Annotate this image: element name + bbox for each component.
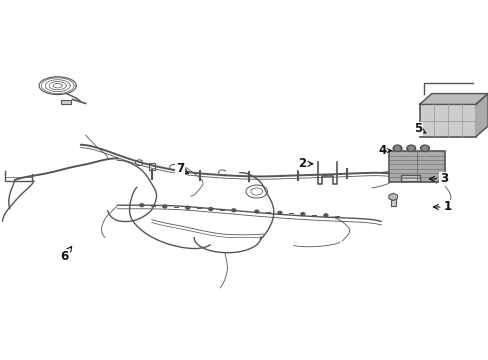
Circle shape	[406, 145, 415, 152]
Text: 3: 3	[428, 172, 447, 185]
Circle shape	[392, 145, 401, 152]
Circle shape	[185, 206, 189, 209]
Bar	[61, 100, 71, 104]
Bar	[390, 198, 395, 206]
Text: 7: 7	[176, 162, 188, 175]
Circle shape	[163, 205, 166, 208]
Circle shape	[420, 145, 428, 152]
Polygon shape	[419, 94, 487, 104]
Circle shape	[408, 147, 413, 150]
Text: 4: 4	[378, 144, 390, 157]
Text: 6: 6	[61, 247, 72, 263]
Text: 5: 5	[413, 122, 425, 135]
Bar	[388, 151, 444, 182]
Bar	[419, 104, 475, 137]
Circle shape	[300, 213, 304, 216]
Circle shape	[323, 214, 327, 217]
Circle shape	[254, 210, 258, 213]
Circle shape	[277, 211, 281, 214]
Circle shape	[140, 204, 143, 207]
Polygon shape	[475, 94, 487, 137]
Circle shape	[422, 147, 427, 150]
Circle shape	[394, 147, 399, 150]
Circle shape	[208, 208, 212, 211]
Circle shape	[231, 209, 235, 212]
Bar	[400, 175, 419, 181]
Text: 2: 2	[298, 157, 312, 170]
Text: 1: 1	[432, 201, 450, 213]
